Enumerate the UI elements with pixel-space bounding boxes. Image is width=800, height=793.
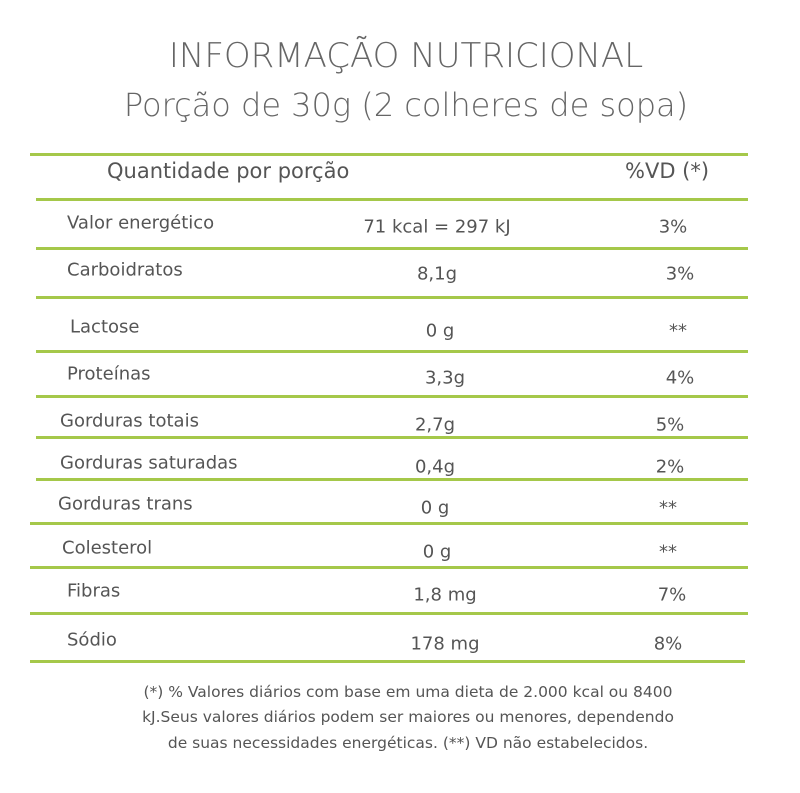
divider-rule (30, 660, 745, 663)
header-vd: %VD (*) (625, 159, 710, 183)
nutrient-vd: 2% (655, 456, 685, 478)
nutrient-vd: 3% (665, 263, 695, 285)
nutrient-label: Gorduras totais (60, 410, 199, 432)
divider-rule (30, 153, 748, 156)
divider-rule (36, 478, 748, 481)
nutrient-amount: 0,4g (414, 456, 456, 478)
nutrient-amount: 0 g (422, 541, 452, 563)
divider-rule (36, 350, 748, 353)
divider-rule (36, 247, 748, 250)
nutrient-vd: ** (669, 320, 687, 342)
divider-rule (36, 436, 748, 439)
nutrient-amount: 8,1g (416, 263, 458, 285)
nutrient-amount: 0 g (425, 320, 455, 342)
nutrient-label: Carboidratos (67, 259, 183, 281)
divider-rule (36, 296, 748, 299)
nutrient-amount: 71 kcal = 297 kJ (363, 216, 511, 238)
nutrient-label: Colesterol (62, 537, 153, 559)
nutrient-amount: 3,3g (424, 367, 466, 389)
portion-subtitle: Porção de 30g (2 colheres de sopa) (123, 86, 689, 124)
nutrient-label: Fibras (67, 580, 121, 602)
nutrient-vd: 7% (657, 584, 687, 606)
nutrient-vd: 4% (665, 367, 695, 389)
nutrient-vd: 8% (653, 633, 683, 655)
nutrient-amount: 2,7g (414, 414, 456, 436)
divider-rule (30, 612, 748, 615)
nutrient-label: Sódio (67, 629, 117, 651)
nutrient-vd: 5% (655, 414, 685, 436)
nutrient-vd: 3% (658, 216, 688, 238)
nutrient-label: Lactose (70, 316, 140, 338)
nutrient-amount: 0 g (420, 497, 450, 519)
divider-rule (36, 395, 748, 398)
nutrient-label: Valor energético (67, 212, 215, 234)
nutrient-label: Gorduras trans (58, 493, 193, 515)
divider-rule (36, 198, 748, 201)
nutrient-label: Gorduras saturadas (60, 452, 238, 474)
header-quantity: Quantidade por porção (107, 159, 350, 183)
nutrient-amount: 178 mg (410, 633, 480, 655)
nutrient-amount: 1,8 mg (413, 584, 477, 606)
divider-rule (30, 566, 748, 569)
nutrient-vd: ** (659, 497, 677, 519)
footnote-line-3: de suas necessidades energéticas. (**) V… (167, 734, 649, 752)
footnote-line-2: kJ.Seus valores diários podem ser maiore… (142, 708, 674, 726)
nutrient-label: Proteínas (67, 363, 151, 385)
footnote-line-1: (*) % Valores diários com base em uma di… (143, 683, 673, 701)
page-title: INFORMAÇÃO NUTRICIONAL (168, 36, 644, 76)
divider-rule (30, 522, 748, 525)
nutrient-vd: ** (659, 541, 677, 563)
